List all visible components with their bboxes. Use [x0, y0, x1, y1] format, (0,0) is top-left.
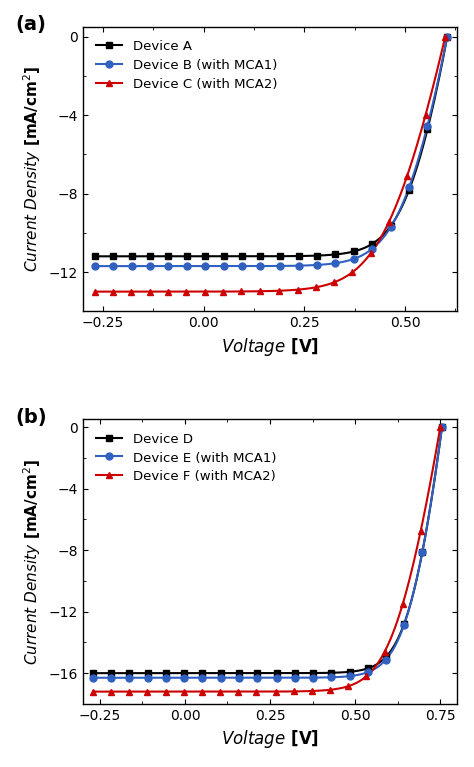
Y-axis label: $\it{Current\ Density}$ [mA/cm$^2$]: $\it{Current\ Density}$ [mA/cm$^2$] — [21, 459, 43, 665]
Text: (b): (b) — [15, 408, 47, 427]
Text: (a): (a) — [15, 15, 46, 35]
X-axis label: $\it{Voltage}$ [V]: $\it{Voltage}$ [V] — [221, 336, 319, 357]
Legend: Device D, Device E (with MCA1), Device F (with MCA2): Device D, Device E (with MCA1), Device F… — [90, 426, 283, 490]
Y-axis label: $\it{Current\ Density}$ [mA/cm$^2$]: $\it{Current\ Density}$ [mA/cm$^2$] — [21, 66, 43, 272]
Legend: Device A, Device B (with MCA1), Device C (with MCA2): Device A, Device B (with MCA1), Device C… — [90, 33, 284, 97]
X-axis label: $\it{Voltage}$ [V]: $\it{Voltage}$ [V] — [221, 729, 319, 750]
